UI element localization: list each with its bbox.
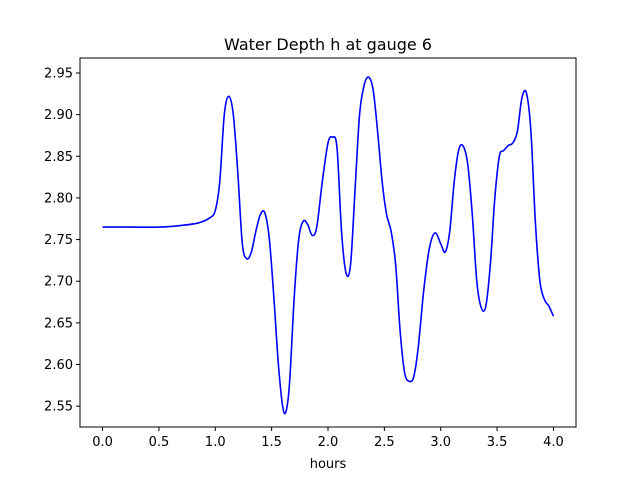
x-tick-label: 0.5 xyxy=(149,435,170,450)
y-tick-label: 2.55 xyxy=(44,400,73,415)
x-axis-label: hours xyxy=(310,457,347,472)
x-tick-label: 3.5 xyxy=(487,435,508,450)
y-tick-label: 2.80 xyxy=(44,191,73,206)
y-tick-label: 2.65 xyxy=(44,316,73,331)
y-tick-label: 2.75 xyxy=(44,233,73,248)
y-tick-label: 2.95 xyxy=(44,66,73,81)
x-tick-label: 4.0 xyxy=(543,435,564,450)
x-tick-label: 1.5 xyxy=(261,435,282,450)
y-tick-label: 2.90 xyxy=(44,108,73,123)
y-axis: 2.55 2.60 2.65 2.70 2.75 2.80 2.85 2.90 2.95 xyxy=(44,66,80,415)
x-tick-label: 0.0 xyxy=(92,435,113,450)
x-tick-label: 1.0 xyxy=(205,435,226,450)
x-tick-label: 2.0 xyxy=(318,435,339,450)
y-tick-label: 2.70 xyxy=(44,275,73,290)
chart-title: Water Depth h at gauge 6 xyxy=(224,35,432,54)
x-tick-label: 3.0 xyxy=(430,435,451,450)
series-line-0 xyxy=(102,76,555,415)
y-tick-label: 2.85 xyxy=(44,150,73,165)
x-axis: 0.0 0.5 1.0 1.5 2.0 2.5 3.0 3.5 4.0 xyxy=(92,427,564,450)
plot-layer xyxy=(102,76,555,415)
x-tick-label: 2.5 xyxy=(374,435,395,450)
y-tick-label: 2.60 xyxy=(44,358,73,373)
